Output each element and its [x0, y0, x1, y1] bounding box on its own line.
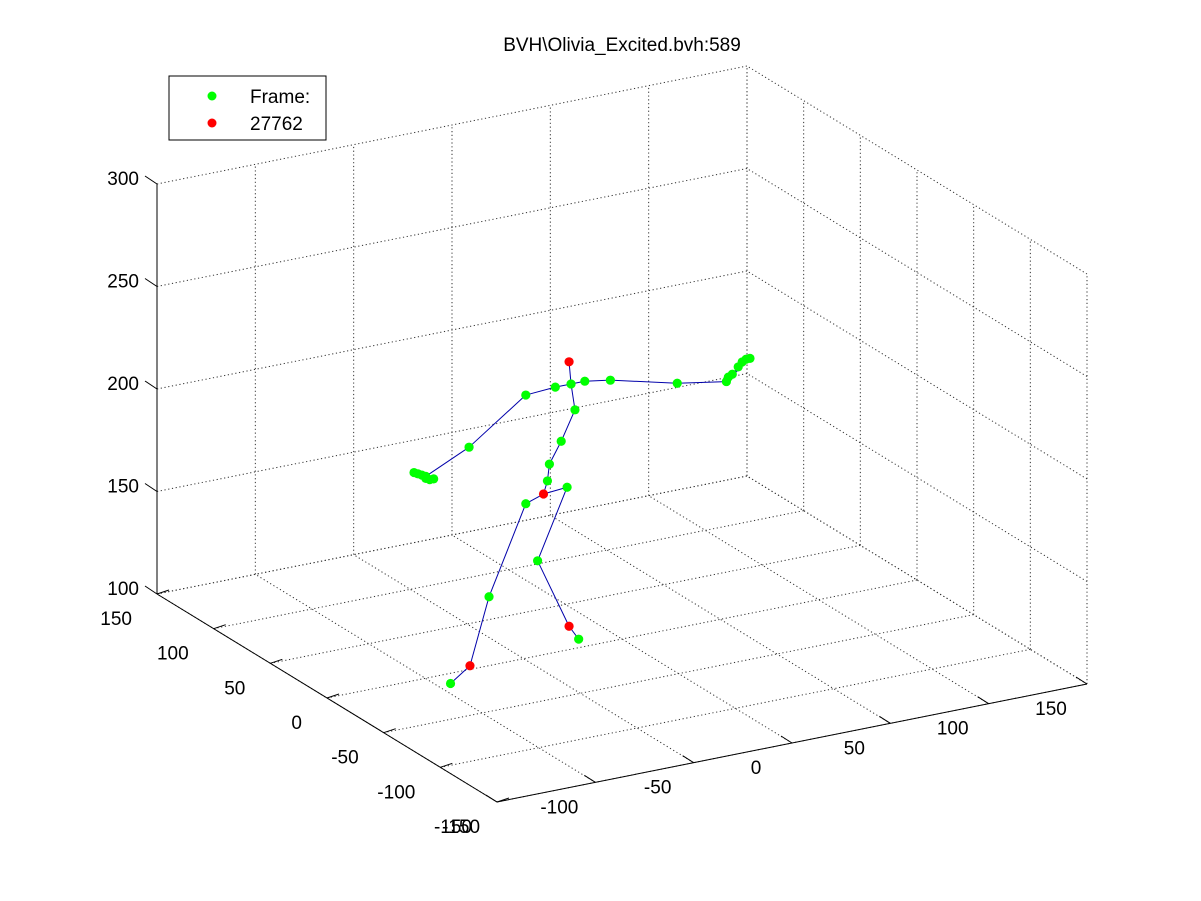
z-tick-label: 300: [107, 169, 139, 190]
joint-spine2: [556, 436, 566, 446]
joint-l_ankle: [465, 661, 475, 671]
y-tick-label: 0: [291, 713, 302, 734]
joint-r_clav: [580, 376, 590, 386]
x-tick-label: -150: [442, 817, 480, 838]
x-tick-label: -100: [540, 797, 578, 818]
joint-l_elbow: [464, 442, 474, 452]
z-tick-mark: [144, 380, 158, 390]
legend-box: [168, 75, 327, 141]
y-tick-label: 100: [157, 644, 189, 665]
bone-l_shoulder-l_elbow: [468, 394, 527, 448]
x-axis-ticks: -150 -100 -50 0 50 100 150: [442, 676, 1088, 838]
joint-l_clav: [550, 382, 560, 392]
z-axis-ticks: 100 150 200 250 300: [107, 169, 158, 600]
bone-r_knee-r_ankle: [537, 560, 570, 627]
joint-r_shoulder: [605, 375, 615, 385]
joint-l_h6: [429, 474, 439, 484]
chart-title: BVH\Olivia_Excited.bvh:589: [503, 35, 741, 56]
x-tick-mark: [977, 696, 989, 705]
bone-r_shoulder-r_elbow: [610, 379, 678, 384]
bone-r_elbow-r_wrist: [677, 381, 727, 384]
joint-spine3: [570, 405, 580, 415]
z-tick-mark: [144, 483, 158, 492]
bone-l_knee-l_ankle: [469, 596, 490, 666]
joint-head_top: [564, 357, 574, 367]
x-tick-label: 50: [844, 738, 865, 759]
legend-label-frame-number: 27762: [250, 114, 303, 135]
joint-spine0: [542, 476, 553, 486]
joint-hips: [538, 489, 549, 499]
x-tick-mark: [1075, 676, 1088, 685]
y-tick-mark: [383, 728, 396, 734]
grid-back-z: [156, 168, 748, 287]
joint-l_shoulder: [521, 390, 531, 400]
z-tick-mark: [144, 585, 158, 595]
x-tick-label: 100: [937, 719, 969, 740]
grid-back-z: [156, 270, 748, 390]
x-tick-mark: [879, 715, 891, 724]
grid-floor-y: [326, 579, 918, 699]
bone-l_clav-l_shoulder: [525, 386, 556, 396]
joint-l_toe: [445, 678, 456, 689]
y-tick-mark: [213, 624, 226, 630]
joint-r_h3: [745, 353, 755, 364]
x-tick-label: 0: [751, 758, 762, 779]
joint-r_knee: [533, 556, 543, 566]
grid-back-z: [156, 475, 748, 595]
y-tick-label: -150: [434, 817, 472, 838]
z-tick-label: 250: [107, 272, 139, 293]
bone-spine3-spine2: [560, 409, 576, 442]
y-tick-label: 150: [100, 609, 132, 630]
grid-back-z: [156, 373, 748, 492]
z-tick-label: 200: [107, 374, 139, 395]
bone-l_elbow-l_wrist: [425, 446, 470, 477]
y-tick-label: 50: [224, 678, 245, 699]
y-tick-label: -100: [377, 782, 415, 803]
joint-r_h4: [733, 362, 743, 372]
joint-r_ankle: [564, 621, 574, 631]
joint-r_elbow: [672, 378, 682, 388]
z-tick-label: 150: [107, 477, 139, 498]
x-tick-label: -50: [644, 778, 671, 799]
joint-r_toe: [574, 634, 584, 644]
grid-floor-y: [440, 648, 1031, 768]
z-tick-mark: [144, 175, 158, 185]
z-tick-mark: [144, 278, 158, 287]
legend-label-frame: Frame:: [250, 87, 310, 108]
x-tick-mark: [485, 794, 498, 803]
legend-marker-frame: [207, 91, 217, 101]
legend-marker-frame-number: [207, 118, 217, 128]
grid-back-z: [156, 65, 748, 185]
legend: Frame: 27762: [168, 75, 327, 141]
y-tick-label: -50: [331, 748, 358, 769]
joint-neck: [566, 379, 576, 389]
y-tick-mark: [440, 762, 453, 768]
joint-spine1: [544, 459, 555, 469]
y-tick-mark: [156, 589, 170, 595]
bone-r_hip-r_knee: [537, 487, 568, 561]
x-tick-mark: [780, 735, 793, 744]
skeleton-joints: [409, 353, 755, 689]
y-tick-mark: [326, 693, 340, 699]
grid-floor-y: [270, 544, 861, 664]
x-tick-label: 150: [1035, 699, 1067, 720]
joint-l_knee: [484, 592, 494, 602]
y-tick-mark: [496, 797, 510, 803]
y-tick-mark: [270, 658, 283, 664]
x-tick-mark: [682, 755, 694, 764]
x-tick-mark: [584, 774, 596, 783]
joint-l_hip: [521, 499, 531, 509]
y-axis-ticks: -150 -100 -50 0 50 100 150: [100, 589, 510, 838]
joint-r_h6: [723, 372, 733, 382]
bone-l_hip-l_knee: [488, 503, 527, 597]
grid-floor-y: [383, 614, 974, 734]
joint-r_hip: [562, 482, 572, 492]
z-tick-label: 100: [107, 579, 139, 600]
grid-floor-y: [213, 510, 804, 630]
